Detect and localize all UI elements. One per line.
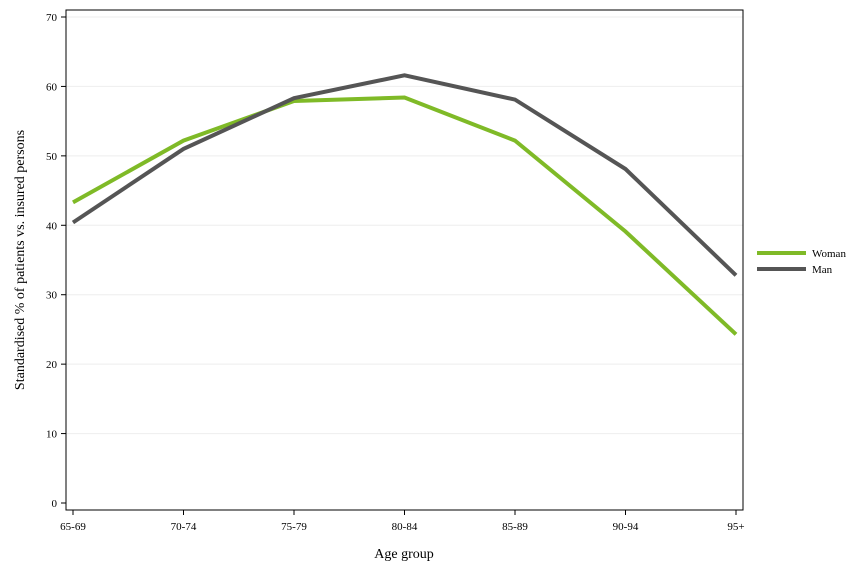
x-tick-label-90-94: 90-94: [613, 521, 639, 533]
x-tick-label-80-84: 80-84: [392, 521, 418, 533]
y-axis: 0 10 20 30 40 50 60 70: [46, 12, 66, 510]
y-tick-label-0: 0: [52, 498, 58, 510]
x-tick-label-75-79: 75-79: [281, 521, 307, 533]
series-line-woman: [72, 95, 738, 336]
y-axis-title: Standardised % of patients vs. insured p…: [13, 130, 28, 390]
legend-label-woman: Woman: [812, 248, 846, 260]
series-lines: [71, 73, 738, 336]
x-axis-title: Age group: [374, 547, 434, 562]
x-tick-label-65-69: 65-69: [60, 521, 86, 533]
y-tick-label-10: 10: [46, 429, 58, 441]
legend: Woman Man: [757, 248, 846, 276]
x-tick-label-85-89: 85-89: [502, 521, 528, 533]
y-tick-label-60: 60: [46, 81, 58, 93]
x-tick-label-95+: 95+: [727, 521, 744, 533]
y-tick-label-20: 20: [46, 359, 58, 371]
gridlines: [66, 16, 743, 435]
x-axis: 65-69 70-74 75-79 80-84 85-89 90-94 95+: [60, 510, 745, 533]
y-tick-label-40: 40: [46, 220, 58, 232]
y-tick-label-50: 50: [46, 151, 58, 163]
x-tick-label-70-74: 70-74: [171, 521, 197, 533]
y-tick-label-70: 70: [46, 12, 58, 24]
series-line-man: [71, 73, 738, 277]
y-tick-label-30: 30: [46, 290, 58, 302]
legend-label-man: Man: [812, 264, 833, 276]
